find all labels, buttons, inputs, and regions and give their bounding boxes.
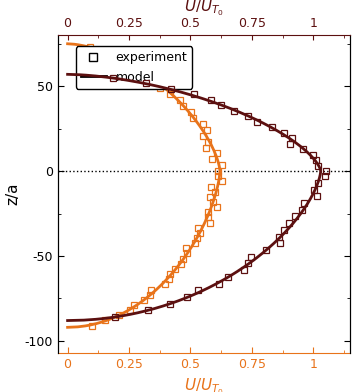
Legend: experiment, model: experiment, model <box>76 46 192 89</box>
X-axis label: $U/U_{T_0}$: $U/U_{T_0}$ <box>184 376 224 392</box>
Y-axis label: z/a: z/a <box>5 183 20 205</box>
X-axis label: $U/U_{T_0}$: $U/U_{T_0}$ <box>184 0 224 18</box>
